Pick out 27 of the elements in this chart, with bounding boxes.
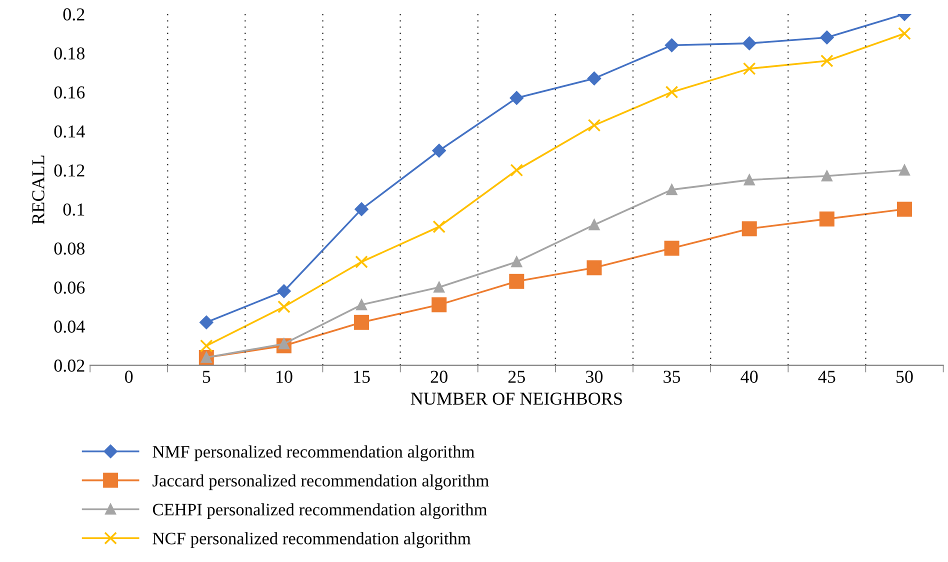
y-tick-label: 0.1	[63, 203, 84, 216]
x-axis-title: NUMBER OF NEIGHBORS	[410, 392, 622, 405]
x-tick-label: 10	[276, 370, 292, 383]
x-tick-label: 5	[202, 370, 210, 383]
y-tick-label: 0.14	[54, 125, 85, 138]
x-tick-label: 45	[818, 370, 836, 383]
x-tick-label: 30	[586, 370, 603, 383]
legend-label: NCF personalized recommendation algorithm	[152, 532, 471, 548]
x-tick-label: 50	[896, 370, 913, 383]
y-tick-label: 0.08	[54, 242, 85, 255]
legend-label: Jaccard personalized recommendation algorithm	[152, 474, 489, 490]
x-tick-label: 15	[354, 370, 370, 383]
y-axis-title: RECALL	[32, 156, 44, 224]
y-tick-label: 0.16	[54, 86, 85, 99]
x-tick-label: 40	[740, 370, 758, 383]
y-tick-label: 0.04	[54, 320, 85, 333]
legend-label: NMF personalized recommendation algorithm	[152, 445, 475, 462]
y-tick-label: 0.02	[54, 360, 84, 372]
x-tick-label: 35	[664, 370, 680, 383]
legend-label: CEHPI personalized recommendation algorithm	[152, 503, 488, 520]
x-tick-label: 0	[125, 370, 133, 383]
y-tick-label: 0.2	[63, 8, 84, 21]
x-tick-label: 20	[430, 370, 448, 383]
y-tick-label: 0.12	[54, 164, 84, 177]
y-tick-label: 0.06	[54, 282, 85, 294]
x-tick-label: 25	[508, 370, 525, 383]
y-tick-label: 0.18	[54, 47, 85, 60]
